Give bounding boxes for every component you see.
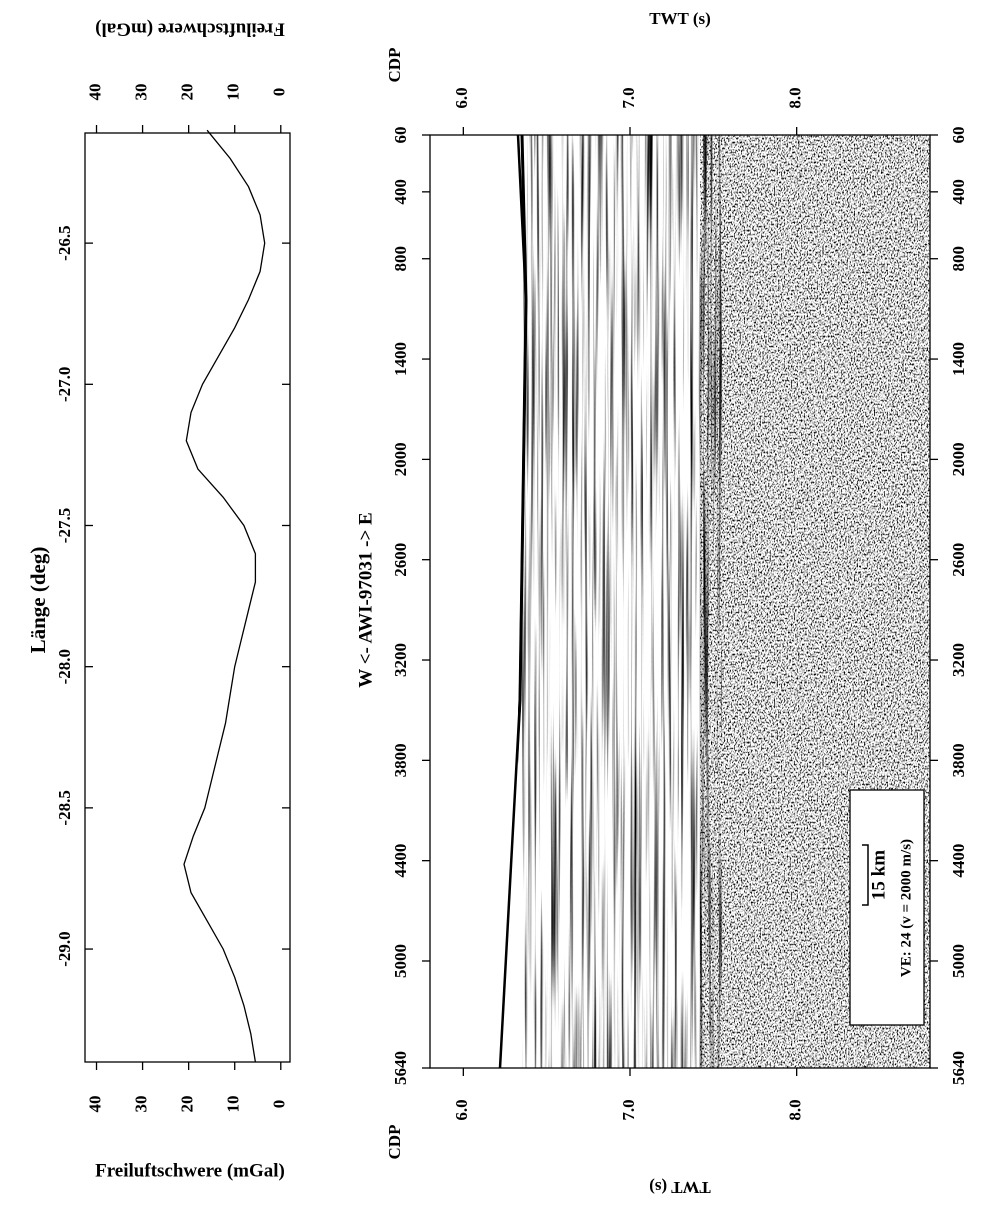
x-tick-label: 2600 [391,543,410,577]
x-tick-label: 60 [391,127,410,144]
y-tick-label: 10 [224,84,243,101]
section-title: W <- AWI-97031 -> E [355,512,376,687]
seismic-strata [522,135,722,1068]
x-tick-label: 4400 [391,844,410,878]
scale-label: 15 km [868,850,889,900]
x-tick-label: -27.5 [55,508,74,543]
y-tick-label: 20 [178,1096,197,1113]
twt-label: TWT (s) [649,1178,711,1197]
x-tick-label: 5640 [391,1051,410,1085]
scale-note: VE: 24 (v = 2000 m/s) [898,839,914,977]
y-tick-label: 6.0 [452,87,471,108]
y-tick-label: 30 [131,1096,150,1113]
x-tick-label: -27.0 [55,367,74,402]
y-tick-label: 0 [270,1100,289,1109]
x-tick-label: 3800 [949,743,968,777]
x-tick-label: 2600 [949,543,968,577]
y-tick-label: 30 [131,84,150,101]
y-tick-label: 8.0 [786,87,805,108]
y-axis-label: Freiluftschwere (mGal) [95,19,285,40]
y-tick-label: 6.0 [452,1099,471,1120]
x-tick-label: 800 [391,246,410,272]
figure: -26.5 -27.0 -27.5 -28.0 -28.5 -29.0 40 40 30 30 20… [0,0,984,1203]
x-tick-label: 400 [949,179,968,205]
x-tick-label: -29.0 [55,931,74,966]
x-tick-label: -28.5 [55,790,74,825]
x-tick-label: 400 [391,179,410,205]
twt-label: TWT (s) [649,9,711,28]
y-tick-label: 40 [85,1096,104,1113]
x-tick-label: 60 [949,127,968,144]
cdp-label: CDP [385,48,404,83]
x-tick-label: -28.0 [55,649,74,684]
x-tick-label: 3800 [391,743,410,777]
x-tick-label: 3200 [391,643,410,677]
x-axis-label: Länge (deg) [26,547,50,654]
x-tick-label: 5640 [949,1051,968,1085]
x-tick-label: 1400 [949,342,968,376]
gravity-line [184,130,265,1062]
y-tick-label: 7.0 [619,87,638,108]
y-axis-label: Freiluftschwere (mGal) [95,1160,285,1181]
y-tick-label: 0 [270,88,289,97]
y-tick-label: 40 [85,84,104,101]
y-tick-label: 7.0 [619,1099,638,1120]
x-tick-label: 800 [949,246,968,272]
x-tick-label: 3200 [949,643,968,677]
y-tick-label: 8.0 [786,1099,805,1120]
x-tick-label: -26.5 [55,225,74,260]
y-tick-label: 10 [224,1096,243,1113]
water-column [430,135,518,1068]
y-tick-label: 20 [178,84,197,101]
x-tick-label: 4400 [949,844,968,878]
x-tick-label: 1400 [391,342,410,376]
x-tick-label: 2000 [391,442,410,476]
x-tick-label: 5000 [949,944,968,978]
cdp-label: CDP [385,1125,404,1160]
x-tick-label: 2000 [949,442,968,476]
x-tick-label: 5000 [391,944,410,978]
